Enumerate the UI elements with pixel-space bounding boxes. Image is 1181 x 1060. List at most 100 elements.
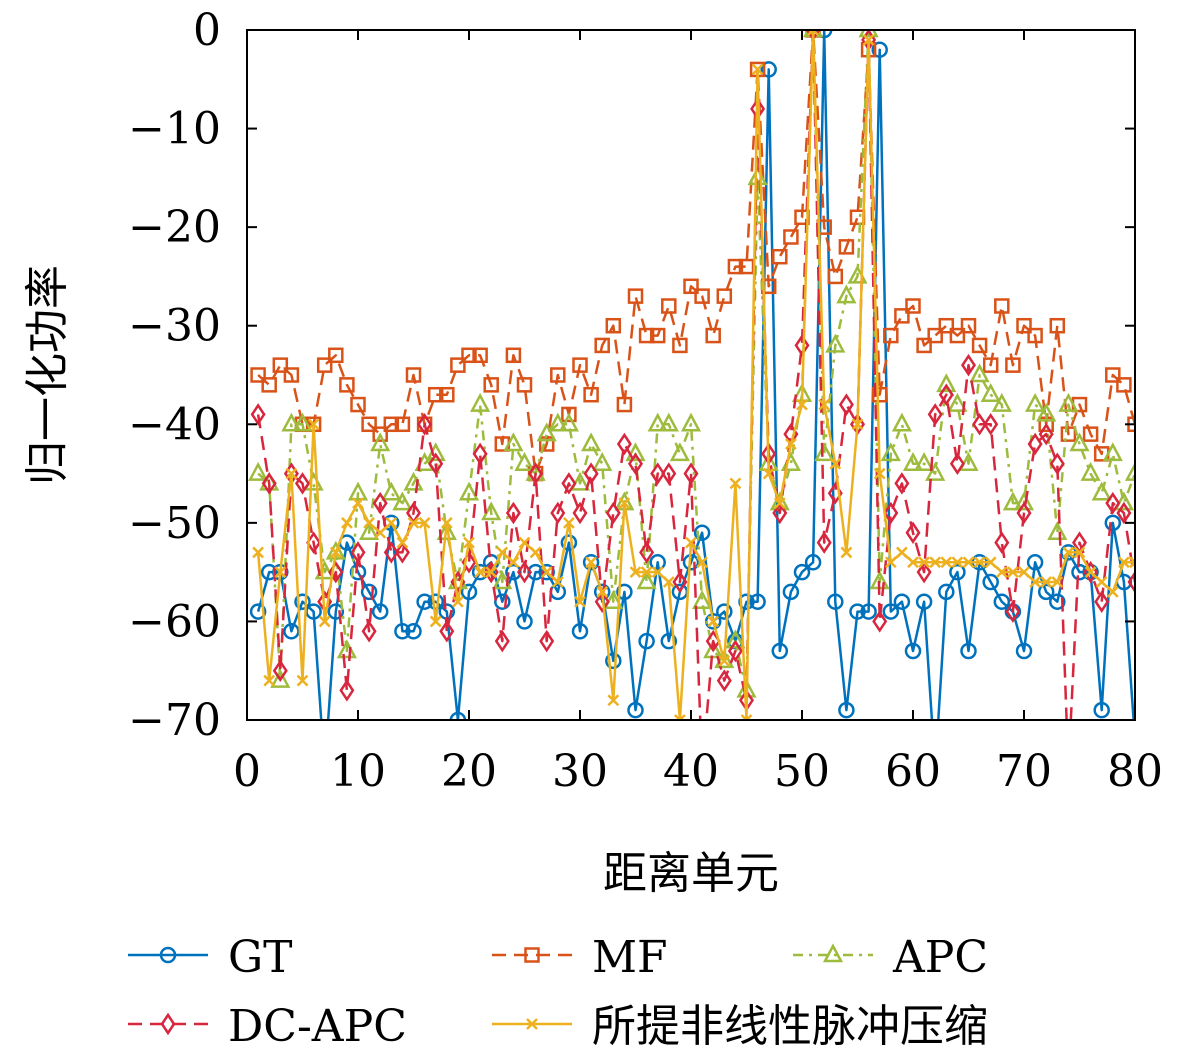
series-layer [248,30,1135,778]
data-point [873,467,886,480]
legend-label: DC-APC [228,1001,407,1052]
data-point [292,412,313,432]
data-point [274,566,287,579]
data-point [1069,432,1090,452]
data-point [494,593,511,610]
data-point [773,497,786,510]
data-point [1093,701,1110,719]
data-point [694,288,710,304]
data-point [558,412,579,432]
y-axis-title: 归一化功率 [22,265,73,485]
data-point [458,481,480,501]
data-point [1025,392,1046,412]
data-point [958,452,979,471]
data-point [971,337,988,354]
data-point [550,367,566,383]
data-point [914,452,935,471]
ticks-layer: 0 10 20 30 40 50 60 70 80 0 −10 −20 −30 −40 −50 −60 −70 [128,5,1163,797]
data-point [596,585,609,598]
data-point [707,615,720,628]
data-point [891,412,912,432]
legend-item-5: 所提非线性脉冲压缩 [492,1001,988,1052]
data-point [496,546,509,559]
x-tick-label: 60 [885,746,941,797]
data-point [995,566,1008,579]
data-point [672,337,688,354]
data-point [639,541,655,564]
data-point [751,63,764,76]
data-point [762,467,775,480]
legend-label: GT [228,932,293,983]
data-point [470,392,491,412]
data-point [461,347,477,364]
data-point [661,462,677,485]
data-point [680,412,702,432]
legend-marker [159,946,177,964]
data-point [1105,491,1121,515]
data-point [816,531,832,554]
data-point [825,333,846,353]
data-point [316,357,333,373]
data-point [385,516,398,529]
data-point [394,541,410,564]
data-point [972,413,988,436]
data-point [436,521,457,540]
data-point [1113,491,1134,511]
data-point [339,377,355,393]
data-point [860,603,877,620]
data-point [960,353,977,377]
data-point [1037,583,1055,601]
data-point [1051,576,1064,588]
data-point [361,416,377,433]
data-point [339,679,355,702]
data-point [551,576,564,588]
data-point [907,556,919,569]
data-point [507,556,520,569]
data-point [994,298,1010,314]
data-point [949,452,965,475]
y-tick-label: −70 [128,695,221,746]
data-point [647,412,668,432]
data-point [607,694,620,707]
legend: GT MF APC DC-APC 所提非线性脉冲压缩 [128,932,988,1052]
data-point [772,501,788,525]
data-point [627,701,644,719]
data-point [815,30,833,39]
data-point [705,327,721,344]
data-point [1062,760,1074,778]
data-point [449,711,467,720]
data-point [261,472,277,495]
data-point [983,413,999,436]
data-point [514,452,535,471]
data-point [1029,576,1041,588]
data-point [625,442,646,462]
data-point [862,33,875,46]
legend-item-1: GT [128,932,293,983]
data-point [1116,501,1132,525]
data-point [872,610,888,633]
data-point [341,516,353,529]
data-point [814,442,835,462]
data-point [640,566,653,579]
data-point [503,432,524,452]
data-point [561,406,577,423]
data-point [658,412,679,432]
data-point [1116,377,1132,393]
data-point [949,563,966,581]
data-point [836,284,857,304]
data-point [248,461,269,481]
data-point [592,452,613,471]
data-point [727,258,744,275]
data-point [550,501,566,525]
data-point [973,556,986,569]
legend-marker [524,947,540,963]
data-point [560,534,578,551]
data-point [427,386,444,403]
data-point [883,327,899,344]
data-point [794,334,810,357]
data-point [505,347,522,364]
data-point [250,367,266,383]
data-point [1058,392,1079,412]
data-point [318,615,331,628]
data-point [1027,327,1043,344]
